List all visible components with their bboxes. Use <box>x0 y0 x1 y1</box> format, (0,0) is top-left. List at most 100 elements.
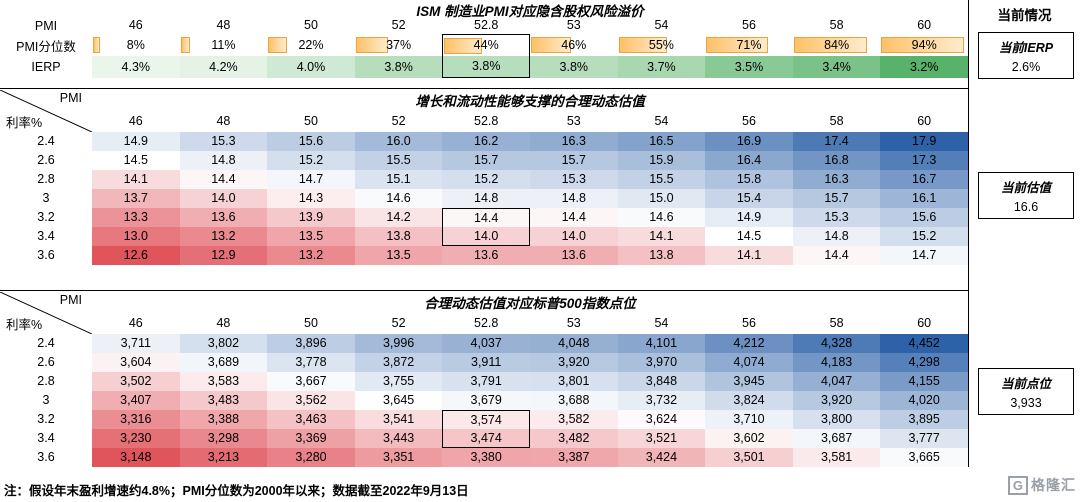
heatmap-cell: 4,047 <box>792 372 881 391</box>
heatmap-cell: 16.3 <box>529 132 618 151</box>
heatmap-cell: 13.9 <box>267 208 355 227</box>
section3-column-headers: 46 48 50 52 52.8 53 54 56 58 60 <box>92 312 968 334</box>
section3-header-right: 合理动态估值对应标普500指数点位 46 48 50 52 52.8 53 54 56 58 60 <box>92 292 968 334</box>
heatmap-cell: 3,848 <box>617 372 706 391</box>
heatmap-row: 2.4 14.9 15.3 15.6 16.0 16.2 16.3 16.5 16.9 17.4 1… <box>0 132 968 151</box>
column-header: 46 <box>128 315 143 330</box>
heatmap-cell: 3,482 <box>529 429 618 448</box>
heatmap-cell: 3,483 <box>179 391 268 410</box>
heatmap-cell: 15.3 <box>792 208 881 227</box>
heatmap-cell: 3,689 <box>179 353 268 372</box>
heatmap-cell: 15.6 <box>880 208 968 227</box>
row-label: 2.8 <box>37 172 55 187</box>
heatmap-cell: 14.7 <box>880 246 968 265</box>
heatmap-cell: 16.4 <box>705 151 793 170</box>
heatmap-cell: 3,801 <box>529 372 618 391</box>
percentile-cell: 37% <box>355 34 443 56</box>
percentile-value: 8% <box>126 37 145 52</box>
column-header: 50 <box>304 113 318 128</box>
percentile-value: 84% <box>824 37 850 52</box>
heatmap-cell: 14.1 <box>92 170 180 189</box>
current-index-value: 3,933 <box>1010 396 1042 410</box>
percentile-cell: 55% <box>618 34 706 56</box>
heatmap-cell: 3,688 <box>529 391 618 410</box>
percentile-value: 11% <box>211 37 236 52</box>
pmi-column-value: 48 <box>216 18 231 33</box>
heatmap-cell: 14.0 <box>529 227 618 246</box>
heatmap-cell: 17.9 <box>880 132 968 151</box>
percentile-cell: 8% <box>92 34 180 56</box>
ierp-cell: 4.2% <box>179 56 268 78</box>
heatmap-cell: 3,602 <box>705 429 793 448</box>
heatmap-cell: 15.2 <box>880 227 968 246</box>
heatmap-cell: 3,463 <box>267 410 355 429</box>
heatmap-cell: 3,604 <box>92 353 180 372</box>
percentile-cell: 46% <box>530 34 618 56</box>
current-status-header: 当前情况 <box>997 8 1052 23</box>
heatmap-cell: 13.5 <box>267 227 355 246</box>
heatmap-cell: 3,351 <box>354 448 443 467</box>
heatmap-row: 2.4 3,711 3,802 3,896 3,996 4,037 4,048 4,101 4,… <box>0 334 968 353</box>
divider-line <box>0 88 968 89</box>
pmi-column-value: 58 <box>829 18 844 33</box>
section2-header: PMI 利率% 增长和流动性能够支撑的合理动态估值 46 48 50 52 52.8 53… <box>0 90 968 132</box>
row-label: 3 <box>42 393 50 408</box>
heatmap-cell: 16.5 <box>617 132 706 151</box>
pmi-column-value: 52 <box>391 18 406 33</box>
heatmap-cell: 15.3 <box>529 170 618 189</box>
heatmap-cell: 3,679 <box>442 391 530 410</box>
ierp-cell: 3.8% <box>442 56 530 78</box>
y-axis-label: 利率% <box>6 318 43 332</box>
heatmap-cell: 4,452 <box>880 334 968 353</box>
heatmap-cell: 4,328 <box>792 334 881 353</box>
heatmap-cell: 4,020 <box>880 391 968 410</box>
x-axis-label: PMI <box>59 293 82 307</box>
heatmap-cell: 3,920 <box>792 391 881 410</box>
column-header: 60 <box>917 113 932 128</box>
heatmap-row: 3.6 12.6 12.9 13.2 13.5 13.6 13.6 13.8 14.1 14.4 1… <box>0 246 968 265</box>
row-label: 3.4 <box>37 229 55 244</box>
heatmap-row: 2.8 14.1 14.4 14.7 15.1 15.2 15.3 15.5 15.8 16.3 1… <box>0 170 968 189</box>
heatmap-row: 3.2 13.3 13.6 13.9 14.2 14.4 14.4 14.6 14.9 15.3 1… <box>0 208 968 227</box>
heatmap-cell: 14.0 <box>179 189 268 208</box>
heatmap-cell: 3,945 <box>705 372 793 391</box>
gelonghui-logo-text: 格隆汇 <box>1031 477 1076 493</box>
column-header: 54 <box>654 113 669 128</box>
heatmap-cell: 16.2 <box>442 132 530 151</box>
heatmap-cell: 17.3 <box>880 151 968 170</box>
heatmap-row: 3 13.7 14.0 14.3 14.6 14.8 14.8 15.0 15.4 15.7 16.… <box>0 189 968 208</box>
section1-title: ISM 制造业PMI对应隐含股权风险溢价 <box>416 4 644 19</box>
heatmap-cell: 3,501 <box>705 448 793 467</box>
heatmap-cell: 14.4 <box>179 170 268 189</box>
heatmap-cell: 4,101 <box>617 334 706 353</box>
heatmap-cell: 14.3 <box>267 189 355 208</box>
heatmap-cell: 15.7 <box>529 151 618 170</box>
heatmap-cell: 3,521 <box>617 429 706 448</box>
heatmap-cell: 3,380 <box>442 448 530 467</box>
section1-ierp-row: IERP 4.3% 4.2% 4.0% 3.8% 3.8% 3.8% 3.7% 3.5% 3.4… <box>0 56 968 78</box>
heatmap-cell: 4,037 <box>442 334 530 353</box>
heatmap-cell: 14.6 <box>354 189 443 208</box>
heatmap-cell: 3,970 <box>617 353 706 372</box>
heatmap-cell: 15.7 <box>442 151 530 170</box>
heatmap-cell: 3,895 <box>880 410 968 429</box>
current-ierp-label: 当前IERP <box>998 41 1054 55</box>
heatmap-cell: 3,574 <box>442 410 530 429</box>
heatmap-cell: 15.4 <box>705 189 793 208</box>
row-label-percentile: PMI分位数 <box>16 39 76 54</box>
heatmap-cell: 3,369 <box>267 429 355 448</box>
percentile-bar <box>93 37 100 53</box>
heatmap-cell: 3,280 <box>267 448 355 467</box>
percentile-bar <box>881 37 964 53</box>
heatmap-cell: 3,665 <box>880 448 968 467</box>
heatmap-cell: 15.2 <box>442 170 530 189</box>
axis-corner-cell: PMI 利率% <box>0 292 92 334</box>
heatmap-cell: 16.9 <box>705 132 793 151</box>
column-header: 53 <box>566 315 581 330</box>
row-label: 2.4 <box>37 134 55 149</box>
heatmap-cell: 16.8 <box>792 151 881 170</box>
heatmap-cell: 3,667 <box>267 372 355 391</box>
heatmap-cell: 3,148 <box>92 448 180 467</box>
heatmap-cell: 3,824 <box>705 391 793 410</box>
